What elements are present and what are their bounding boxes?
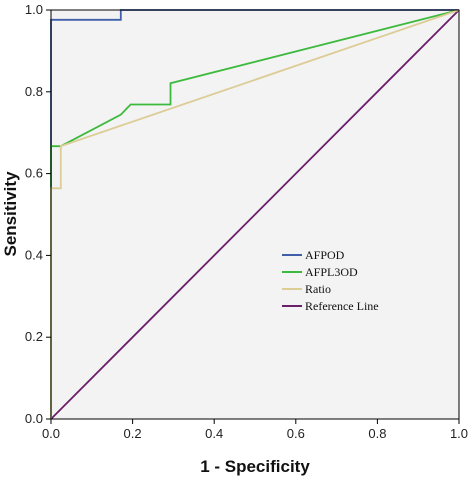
x-axis-ticks: 0.0 0.2 0.4 0.6 0.8 1.0 [42, 419, 468, 441]
y-tick-label: 0.6 [25, 166, 43, 181]
legend-label-afpl3od: AFPL3OD [305, 265, 358, 279]
x-tick-label: 1.0 [450, 426, 468, 441]
series-line-afpl3od [50, 9, 460, 419]
legend-label-afpod: AFPOD [305, 248, 345, 262]
y-axis-ticks: 0.0 0.2 0.4 0.6 0.8 1.0 [25, 2, 51, 426]
x-tick-label: 0.0 [42, 426, 60, 441]
y-tick-label: 0.4 [25, 247, 43, 262]
x-tick-label: 0.8 [368, 426, 386, 441]
series-line-reference-line [50, 9, 460, 420]
x-tick-label: 0.2 [124, 426, 142, 441]
y-tick-label: 0.0 [25, 411, 43, 426]
legend-label-reference-line: Reference Line [305, 299, 379, 313]
y-tick-label: 1.0 [25, 2, 43, 17]
y-tick-label: 0.8 [25, 84, 43, 99]
plot-area-frame [50, 9, 460, 420]
legend-label-ratio: Ratio [305, 282, 331, 296]
legend: AFPOD AFPL3OD Ratio Reference Line [282, 248, 379, 313]
x-tick-label: 0.6 [287, 426, 305, 441]
y-axis-title: Sensitivity [1, 171, 20, 257]
y-tick-label: 0.2 [25, 329, 43, 344]
x-axis-title: 1 - Specificity [200, 457, 310, 476]
x-tick-label: 0.4 [205, 426, 223, 441]
